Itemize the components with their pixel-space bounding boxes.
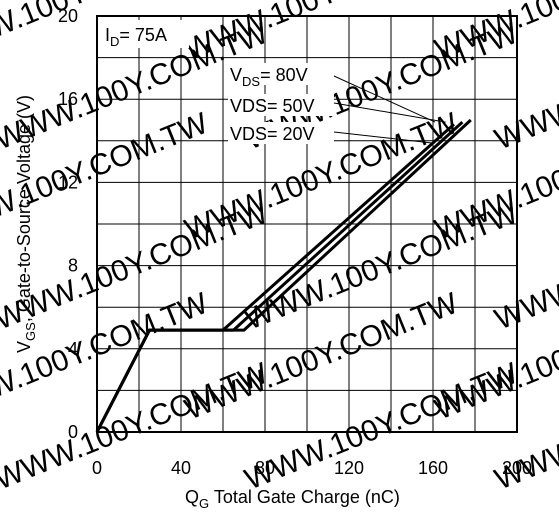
- curve-label-leader: [333, 102, 446, 123]
- tick-labels: 0 40 80 120 160 200 0 4 8 12 16 20: [58, 6, 532, 478]
- curve-label-1: VDS= 80V: [230, 65, 308, 89]
- x-tick-label: 0: [92, 458, 102, 478]
- y-tick-label: 0: [68, 422, 78, 442]
- x-tick-label: 40: [171, 458, 191, 478]
- curve-label-bg: [228, 122, 334, 144]
- y-tick-label: 8: [68, 256, 78, 276]
- x-axis-title: QG Total Gate Charge (nC): [185, 487, 400, 511]
- series-layer: [95, 118, 472, 433]
- y-axis-title: VGS, Gate-to-Source Voltage (V): [14, 95, 38, 353]
- y-tick-label: 4: [68, 339, 78, 359]
- x-tick-label: 120: [334, 458, 364, 478]
- x-tick-label: 160: [418, 458, 448, 478]
- condition-label-bg: [101, 20, 189, 48]
- grid-layer: [97, 16, 517, 432]
- y-tick-label: 16: [58, 89, 78, 109]
- plot-frame: [96, 15, 518, 433]
- curve-label-leader: [333, 75, 436, 123]
- annotation-layer: ID= 75A VDS= 80V VDS= 50V VDS= 20V: [101, 20, 446, 144]
- curve-label-leader: [333, 131, 431, 144]
- curve-label-bg: [228, 94, 334, 116]
- y-tick-label: 20: [58, 6, 78, 26]
- curve-label-bg: [228, 63, 334, 85]
- x-tick-label: 200: [502, 458, 532, 478]
- x-tick-label: 80: [255, 458, 275, 478]
- curve-label-3: VDS= 20V: [230, 124, 315, 144]
- series-line-vds-80v: [95, 118, 472, 433]
- axis-titles: QG Total Gate Charge (nC) VGS, Gate-to-So…: [14, 95, 400, 511]
- y-tick-label: 12: [58, 172, 78, 192]
- condition-label: ID= 75A: [105, 25, 167, 49]
- curve-label-2: VDS= 50V: [230, 96, 315, 116]
